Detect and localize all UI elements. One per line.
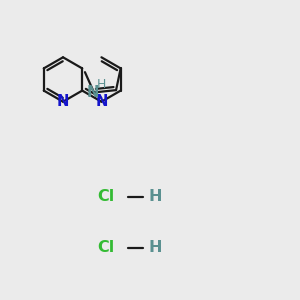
Text: Cl: Cl — [97, 240, 114, 255]
Text: N: N — [95, 94, 108, 109]
Text: N: N — [57, 94, 69, 109]
Text: H: H — [97, 78, 106, 92]
Text: H: H — [148, 189, 162, 204]
Text: Cl: Cl — [97, 189, 114, 204]
Text: N: N — [86, 85, 99, 100]
Text: H: H — [148, 240, 162, 255]
